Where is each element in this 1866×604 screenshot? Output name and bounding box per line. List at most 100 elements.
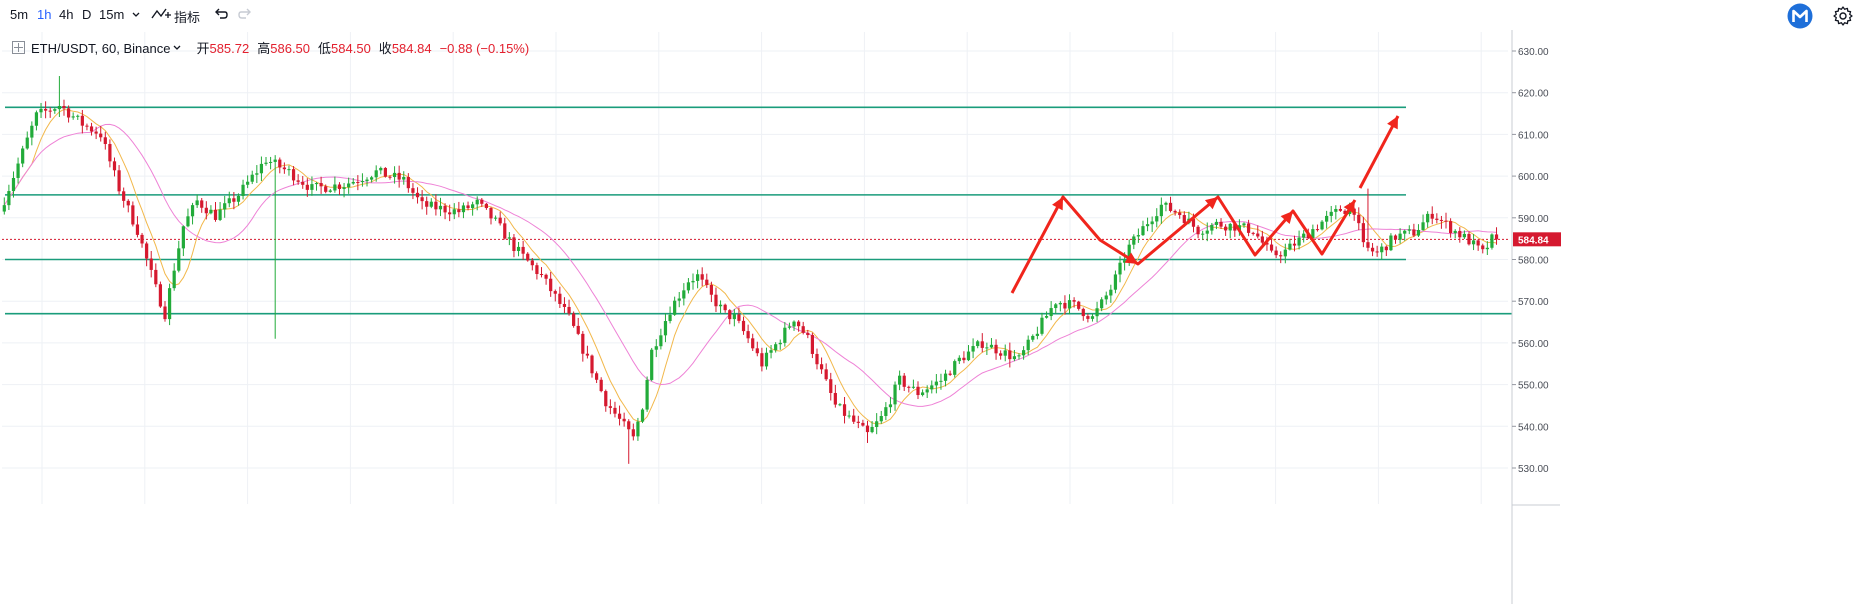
candle-body: [1132, 236, 1136, 245]
ma-slow-line: [3, 123, 1497, 407]
symbol-label[interactable]: ETH/USDT, 60, Binance: [31, 41, 171, 56]
candle-body: [1035, 333, 1039, 336]
candle-body: [1168, 202, 1173, 211]
price-tick-label: 540.00: [1518, 422, 1549, 433]
candle-body: [1063, 302, 1067, 309]
candle-body: [1026, 339, 1030, 351]
candle-body: [741, 320, 746, 332]
chevron-down-icon[interactable]: [131, 10, 141, 20]
candle-body: [76, 115, 80, 117]
interval-5m[interactable]: 5m: [10, 7, 29, 22]
candle-body: [1012, 356, 1017, 360]
candle-body: [319, 183, 323, 187]
candle-body: [314, 183, 319, 185]
candle-body: [1366, 242, 1370, 248]
candle-body: [452, 209, 456, 215]
candle-body: [85, 125, 89, 127]
candle-body: [613, 407, 617, 414]
candle-body: [7, 191, 11, 206]
candle-body: [273, 159, 277, 162]
candle-body: [1439, 219, 1444, 221]
candle-body: [1448, 221, 1453, 234]
chevron-down-icon[interactable]: [172, 43, 182, 53]
candles: [2, 76, 1499, 464]
candle-body: [806, 332, 810, 336]
candle-body: [1219, 221, 1223, 227]
candle-body: [172, 270, 176, 289]
candle-body: [1315, 229, 1320, 231]
price-tick-label: 590.00: [1518, 214, 1549, 225]
candle-body: [1283, 249, 1287, 257]
candle-body: [246, 181, 250, 185]
candle-body: [1269, 244, 1274, 251]
candle-body: [1302, 233, 1306, 238]
candle-body: [126, 200, 130, 206]
candle-body: [186, 216, 190, 227]
interval-1h[interactable]: 1h: [37, 7, 52, 22]
candle-body: [888, 404, 893, 408]
candle-body: [728, 310, 732, 320]
candle-body: [677, 298, 681, 301]
candle-body: [751, 338, 755, 349]
candle-body: [145, 243, 149, 259]
candle-body: [604, 391, 608, 407]
redo-icon[interactable]: [237, 7, 253, 21]
candle-body: [1384, 246, 1388, 251]
candle-body: [755, 348, 759, 354]
candle-body: [553, 291, 557, 294]
interval-d[interactable]: D: [82, 7, 92, 22]
annotation-arrow-line: [1358, 115, 1400, 189]
undo-icon[interactable]: [213, 7, 229, 21]
candle-body: [241, 184, 245, 196]
candle-body: [209, 209, 213, 214]
interval-4h[interactable]: 4h: [59, 7, 74, 22]
candle-body: [1403, 230, 1407, 234]
candle-body: [158, 284, 163, 307]
candle-body: [57, 105, 62, 110]
indicators-button[interactable]: 指标: [174, 10, 201, 25]
candle-body: [255, 173, 259, 175]
expand-icon[interactable]: [12, 41, 25, 54]
interval-15m[interactable]: 15m: [99, 7, 125, 22]
candle-body: [838, 404, 842, 406]
horizontal-levels: [2, 106, 1512, 315]
candle-body: [829, 379, 833, 393]
candle-body: [108, 144, 112, 162]
candle-body: [1054, 304, 1058, 309]
candle-body: [1467, 233, 1471, 245]
candle-body: [333, 184, 337, 191]
candle-body: [985, 347, 989, 349]
candle-body: [1104, 295, 1108, 300]
candle-body: [489, 208, 493, 219]
candle-body: [227, 198, 231, 204]
candle-body: [484, 203, 489, 209]
candle-body: [1462, 233, 1466, 238]
candle-body: [760, 353, 764, 367]
candle-body: [374, 170, 378, 178]
candle-body: [379, 167, 383, 171]
candle-body: [2, 205, 6, 212]
candle-body: [195, 200, 199, 206]
annotation-arrow-line: [1010, 195, 1357, 294]
candle-body: [686, 282, 691, 291]
price-tick-label: 610.00: [1518, 130, 1549, 141]
indicators-icon[interactable]: [151, 6, 173, 22]
candle-body: [1003, 350, 1007, 356]
candle-body: [1343, 210, 1347, 214]
candle-body: [30, 125, 34, 138]
price-tick-label: 620.00: [1518, 89, 1549, 100]
candle-body: [1453, 230, 1457, 234]
candle-body: [1155, 216, 1159, 222]
candle-body: [920, 392, 925, 396]
candle-body: [99, 133, 103, 138]
app-logo-icon[interactable]: [1787, 3, 1813, 29]
current-price-badge: [1513, 232, 1561, 247]
candle-body: [1380, 246, 1384, 253]
candle-body: [425, 201, 429, 207]
candle-body: [1412, 229, 1416, 236]
gear-icon[interactable]: [1832, 5, 1854, 27]
candle-body: [962, 357, 966, 361]
candle-body: [617, 413, 622, 419]
candle-body: [856, 421, 860, 423]
